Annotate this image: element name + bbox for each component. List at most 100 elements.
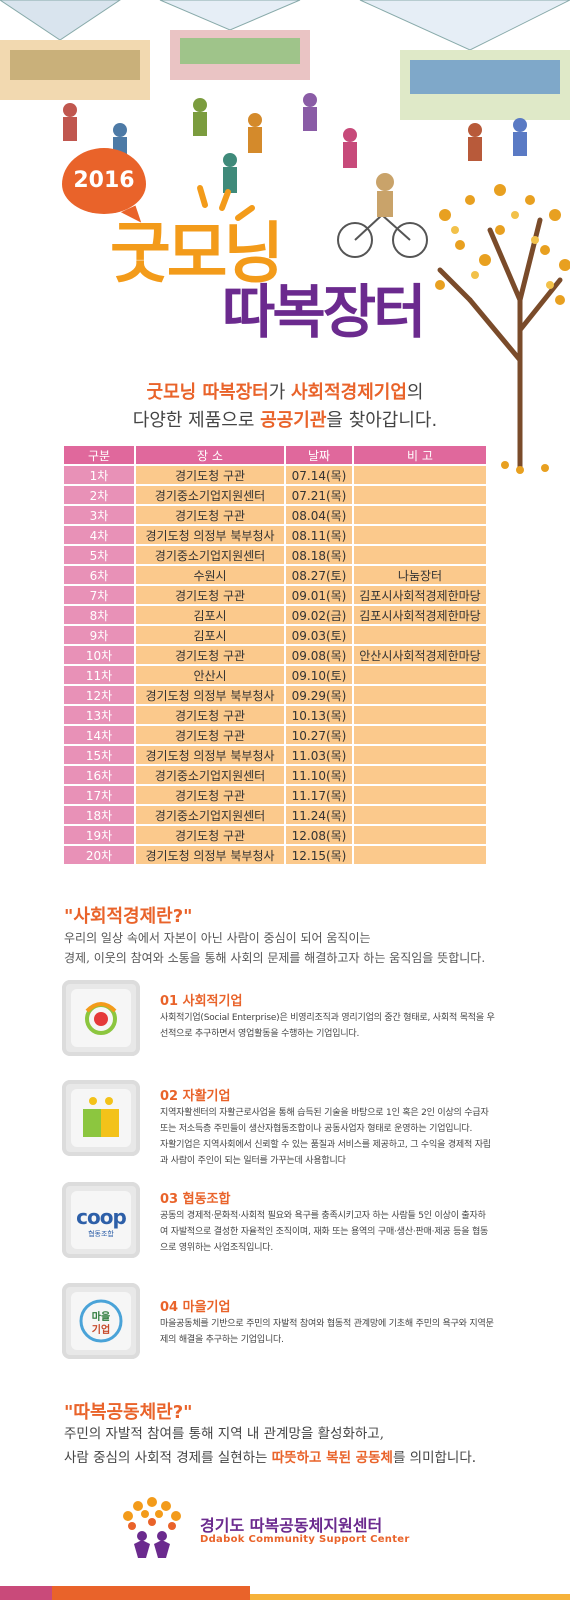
footer-bar-orange xyxy=(52,1586,250,1600)
card-text-line: 선적으로 추구하면서 영업활동을 수행하는 기업입니다. xyxy=(160,1029,360,1039)
cell-note xyxy=(354,626,486,644)
ddabok-desc-text: 사람 중심의 사회적 경제를 실현하는 xyxy=(64,1450,272,1466)
cell-date: 10.27(목) xyxy=(286,726,352,744)
header-note: 비 고 xyxy=(354,446,486,464)
icon-inner xyxy=(71,1089,131,1147)
cell-round: 11차 xyxy=(64,666,134,684)
cell-place: 경기도청 의정부 북부청사 xyxy=(136,746,284,764)
table-row: 11차 안산시 09.10(토) xyxy=(64,666,486,684)
cell-date: 08.04(목) xyxy=(286,506,352,524)
ddabok-community-title: "따복공동체란?" xyxy=(64,1402,193,1423)
org-name-korean: 경기도 따복공동체지원센터 xyxy=(200,1516,383,1535)
cell-round: 4차 xyxy=(64,526,134,544)
coop-icon-box: coop 협동조합 xyxy=(62,1182,140,1258)
self-sufficiency-icon xyxy=(83,1097,119,1137)
cell-round: 8차 xyxy=(64,606,134,624)
cell-date: 11.03(목) xyxy=(286,746,352,764)
table-row: 12차 경기도청 의정부 북부청사 09.29(목) xyxy=(64,686,486,704)
cell-note xyxy=(354,486,486,504)
table-row: 8차 김포시 09.02(금) 김포시사회적경제한마당 xyxy=(64,606,486,624)
intro-highlight: 공공기관 xyxy=(260,410,327,431)
schedule-table: 구분 장 소 날짜 비 고 1차 경기도청 구관 07.14(목) 2차 경기중소기업… xyxy=(62,444,488,866)
self-sufficiency-icon-box xyxy=(62,1080,140,1156)
card-text-line: 제의 해결을 추구하는 기업입니다. xyxy=(160,1335,284,1345)
card-text-line: 공동의 경제적·문화적·사회적 필요와 욕구를 충족시키고자 하는 사람들 5인… xyxy=(160,1211,486,1221)
ddabok-center-logo-icon xyxy=(123,1497,181,1558)
cell-note xyxy=(354,526,486,544)
table-row: 17차 경기도청 구관 11.17(목) xyxy=(64,786,486,804)
cell-round: 6차 xyxy=(64,566,134,584)
cell-date: 09.29(목) xyxy=(286,686,352,704)
table-row: 20차 경기도청 의정부 북부청사 12.15(목) xyxy=(64,846,486,864)
header-round: 구분 xyxy=(64,446,134,464)
village-enterprise-text: 마을공동체를 기반으로 주민의 자발적 참여와 협동적 관계망에 기초해 주민의… xyxy=(160,1316,500,1348)
intro-text: 의 xyxy=(406,382,424,403)
cell-note xyxy=(354,726,486,744)
social-enterprise-icon xyxy=(85,1002,117,1035)
cell-round: 19차 xyxy=(64,826,134,844)
cell-round: 1차 xyxy=(64,466,134,484)
schedule-header-row: 구분 장 소 날짜 비 고 xyxy=(64,446,486,464)
cell-place: 경기도청 의정부 북부청사 xyxy=(136,526,284,544)
cell-date: 07.14(목) xyxy=(286,466,352,484)
cell-date: 10.13(목) xyxy=(286,706,352,724)
self-sufficiency-title: 02 자활기업 xyxy=(160,1089,231,1104)
footer-bar-yellow xyxy=(250,1594,570,1600)
cell-round: 3차 xyxy=(64,506,134,524)
cell-note xyxy=(354,766,486,784)
cell-place: 김포시 xyxy=(136,606,284,624)
cell-round: 9차 xyxy=(64,626,134,644)
ddabok-community-desc: 주민의 자발적 참여를 통해 지역 내 관계망을 활성화하고, 사람 중심의 사… xyxy=(64,1422,476,1470)
cell-note xyxy=(354,826,486,844)
cell-round: 10차 xyxy=(64,646,134,664)
card-text-line: 지역자활센터의 자활근로사업을 통해 습득된 기술을 바탕으로 1인 혹은 2인… xyxy=(160,1108,489,1118)
card-text-line: 으로 영위하는 사업조직입니다. xyxy=(160,1243,274,1253)
cell-date: 07.21(목) xyxy=(286,486,352,504)
org-name-english: Ddabok Community Support Center xyxy=(200,1534,410,1545)
cell-round: 16차 xyxy=(64,766,134,784)
cell-place: 경기도청 구관 xyxy=(136,706,284,724)
footer-bar-pink xyxy=(0,1586,52,1600)
cell-round: 2차 xyxy=(64,486,134,504)
hero-illustration: 2016 굿모닝 따복장터 굿모닝 따복장터가 사회적경제기업의 다양한 제품으… xyxy=(0,0,570,480)
cell-date: 08.11(목) xyxy=(286,526,352,544)
social-economy-title: "사회적경제란?" xyxy=(64,906,193,927)
intro-line-2: 다양한 제품으로 공공기관을 찾아갑니다. xyxy=(0,406,570,432)
table-row: 6차 수원시 08.27(토) 나눔장터 xyxy=(64,566,486,584)
coop-text: 공동의 경제적·문화적·사회적 필요와 욕구를 충족시키고자 하는 사람들 5인… xyxy=(160,1208,500,1256)
village-enterprise-title: 04 마을기업 xyxy=(160,1300,231,1315)
cell-place: 경기도청 구관 xyxy=(136,826,284,844)
card-text-line: 또는 저소득층 주민들이 생산자협동조합이나 공동사업자 형태로 운영하는 기업… xyxy=(160,1124,473,1134)
cell-place: 안산시 xyxy=(136,666,284,684)
cell-round: 7차 xyxy=(64,586,134,604)
cell-note: 김포시사회적경제한마당 xyxy=(354,606,486,624)
cell-place: 경기도청 구관 xyxy=(136,726,284,744)
table-row: 18차 경기중소기업지원센터 11.24(목) xyxy=(64,806,486,824)
card-text-line: 사회적기업(Social Enterprise)은 비영리조직과 영리기업의 중… xyxy=(160,1013,495,1023)
cell-place: 수원시 xyxy=(136,566,284,584)
cell-date: 09.01(목) xyxy=(286,586,352,604)
social-enterprise-text: 사회적기업(Social Enterprise)은 비영리조직과 영리기업의 중… xyxy=(160,1010,500,1042)
cell-place: 경기중소기업지원센터 xyxy=(136,486,284,504)
cell-note: 김포시사회적경제한마당 xyxy=(354,586,486,604)
table-row: 15차 경기도청 의정부 북부청사 11.03(목) xyxy=(64,746,486,764)
cell-place: 경기도청 의정부 북부청사 xyxy=(136,846,284,864)
cell-date: 11.10(목) xyxy=(286,766,352,784)
cell-note xyxy=(354,746,486,764)
ddabok-desc-line: 사람 중심의 사회적 경제를 실현하는 따뜻하고 복된 공동체를 의미합니다. xyxy=(64,1446,476,1470)
icon-inner xyxy=(71,989,131,1047)
cell-note xyxy=(354,506,486,524)
logo-ddabok-market: 따복장터 xyxy=(222,278,426,346)
cell-round: 17차 xyxy=(64,786,134,804)
table-row: 9차 김포시 09.03(토) xyxy=(64,626,486,644)
cell-place: 경기도청 구관 xyxy=(136,466,284,484)
cell-date: 08.27(토) xyxy=(286,566,352,584)
cell-place: 경기도청 구관 xyxy=(136,786,284,804)
table-row: 14차 경기도청 구관 10.27(목) xyxy=(64,726,486,744)
header-date: 날짜 xyxy=(286,446,352,464)
header-place: 장 소 xyxy=(136,446,284,464)
village-enterprise-icon-box: 마을 기업 xyxy=(62,1283,140,1359)
cell-note xyxy=(354,806,486,824)
cell-round: 15차 xyxy=(64,746,134,764)
coop-logo-text: coop xyxy=(76,1205,127,1229)
